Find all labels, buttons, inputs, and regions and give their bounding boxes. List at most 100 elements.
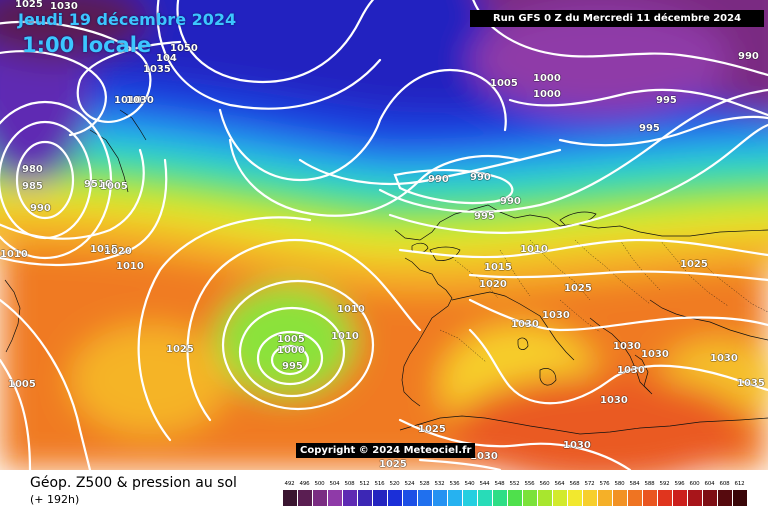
legend-color-swatch: [522, 490, 537, 506]
isobar-label: 1005: [8, 379, 36, 390]
legend-cell: 528: [417, 478, 432, 508]
legend-value-label: 540: [464, 481, 475, 487]
isobar-label: 995: [474, 211, 495, 222]
isobar-label: 1025: [680, 259, 708, 270]
legend-value-label: 552: [509, 481, 520, 487]
model-run-info: Run GFS 0 Z du Mercredi 11 décembre 2024: [470, 10, 764, 27]
legend-value-label: 572: [584, 481, 595, 487]
copyright-notice: Copyright © 2024 Meteociel.fr: [296, 443, 476, 458]
legend-value-label: 588: [644, 481, 655, 487]
isobar-label: 1030: [641, 349, 669, 360]
isobar-label: 995: [639, 123, 660, 134]
legend-cell: 560: [537, 478, 552, 508]
legend-cell: 608: [717, 478, 732, 508]
legend-value-label: 516: [374, 481, 385, 487]
legend-value-label: 584: [629, 481, 640, 487]
isobar-label: 1035: [143, 64, 171, 75]
legend-cell: 492: [282, 478, 297, 508]
legend-value-label: 592: [659, 481, 670, 487]
isobar-label: 1000: [277, 345, 305, 356]
coastlines: [4, 109, 768, 435]
legend-cell: 496: [297, 478, 312, 508]
legend-color-swatch: [687, 490, 702, 506]
isobar-label: 1030: [511, 319, 539, 330]
legend-value-label: 568: [569, 481, 580, 487]
isobar-label: 990: [470, 172, 491, 183]
parameter-title: Géop. Z500 & pression au sol: [30, 475, 237, 491]
legend-color-swatch: [312, 490, 327, 506]
weather-map: [0, 0, 768, 470]
legend-value-label: 500: [314, 481, 325, 487]
legend-value-label: 612: [734, 481, 745, 487]
isobar-label: 990: [738, 51, 759, 62]
isobar-label: 1010: [116, 261, 144, 272]
geopotential-color-field: [0, 0, 768, 470]
isobar-label: 1005: [277, 334, 305, 345]
legend-cell: 592: [657, 478, 672, 508]
isobar-label: 1020: [104, 246, 132, 257]
isobar-label: 1025: [564, 283, 592, 294]
legend-color-swatch: [327, 490, 342, 506]
legend-cell: 600: [687, 478, 702, 508]
legend-color-swatch: [402, 490, 417, 506]
isobar-label: 985: [22, 181, 43, 192]
legend-cell: 596: [672, 478, 687, 508]
legend-value-label: 512: [359, 481, 370, 487]
isobar-label: 1030: [613, 341, 641, 352]
isobar-label: 1015: [484, 262, 512, 273]
legend-color-swatch: [732, 490, 747, 506]
legend-cell: 588: [642, 478, 657, 508]
legend-cell: 564: [552, 478, 567, 508]
isobar-label: 995: [282, 361, 303, 372]
legend-color-swatch: [492, 490, 507, 506]
legend-color-swatch: [282, 490, 297, 506]
legend-value-label: 580: [614, 481, 625, 487]
legend-value-label: 564: [554, 481, 565, 487]
isobar-label: 1020: [479, 279, 507, 290]
legend-value-label: 536: [449, 481, 460, 487]
legend-cell: 540: [462, 478, 477, 508]
isobar-label: 1010: [114, 95, 142, 106]
legend-color-swatch: [462, 490, 477, 506]
legend-color-swatch: [372, 490, 387, 506]
legend-value-label: 496: [299, 481, 310, 487]
legend-color-swatch: [537, 490, 552, 506]
legend-cell: 580: [612, 478, 627, 508]
legend-value-label: 504: [329, 481, 340, 487]
isobar-label: 1000: [533, 89, 561, 100]
isobar-label: 1010: [0, 249, 28, 260]
isobar-label: 1030: [563, 440, 591, 451]
legend-cell: 536: [447, 478, 462, 508]
legend-cell: 524: [402, 478, 417, 508]
legend-cell: 512: [357, 478, 372, 508]
isobar-label: 1010: [331, 331, 359, 342]
legend-color-swatch: [387, 490, 402, 506]
legend-value-label: 520: [389, 481, 400, 487]
legend-cell: 552: [507, 478, 522, 508]
isobar-lines: [0, 0, 768, 470]
isobar-label: 9510: [84, 179, 112, 190]
isobar-label: 1005: [490, 78, 518, 89]
legend-value-label: 492: [284, 481, 295, 487]
isobar-label: 995: [656, 95, 677, 106]
forecast-date: Jeudi 19 décembre 2024: [18, 10, 237, 29]
map-footer: Géop. Z500 & pression au sol (+ 192h) 49…: [0, 470, 768, 512]
isobar-label: 1030: [617, 365, 645, 376]
legend-color-swatch: [432, 490, 447, 506]
isobar-label: 1025: [166, 344, 194, 355]
legend-cell: 520: [387, 478, 402, 508]
isobar-label: 1050: [170, 43, 198, 54]
legend-color-swatch: [657, 490, 672, 506]
legend-cell: 516: [372, 478, 387, 508]
legend-value-label: 600: [689, 481, 700, 487]
isobar-label: 1025: [418, 424, 446, 435]
legend-value-label: 596: [674, 481, 685, 487]
isobar-label: 1030: [50, 1, 78, 12]
isobar-label: 1005: [100, 181, 128, 192]
legend-value-label: 532: [434, 481, 445, 487]
legend-cell: 544: [477, 478, 492, 508]
isobar-label: 104: [156, 53, 177, 64]
legend-color-swatch: [627, 490, 642, 506]
legend-cell: 572: [582, 478, 597, 508]
legend-color-swatch: [357, 490, 372, 506]
